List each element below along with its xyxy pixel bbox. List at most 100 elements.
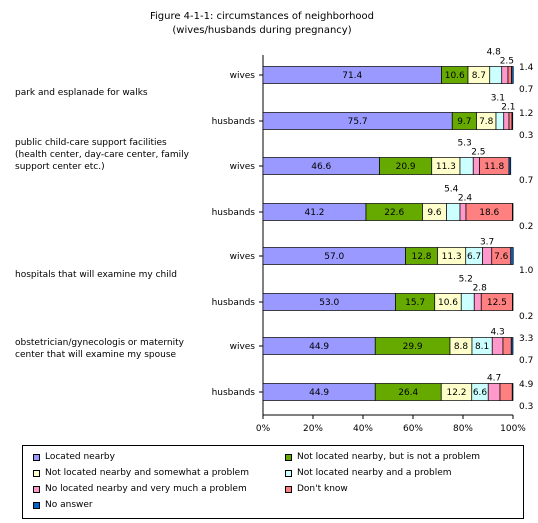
- data-label: 6.6: [473, 388, 488, 398]
- data-label: 2.1: [501, 103, 515, 113]
- data-label: 0.7: [519, 85, 533, 95]
- group-label: support center etc.): [15, 162, 105, 172]
- bar-segment: [489, 66, 503, 84]
- bar-label: husbands: [212, 388, 256, 398]
- data-label: 10.6: [438, 298, 458, 308]
- bar-segment: [512, 203, 514, 221]
- data-label: 53.0: [319, 298, 339, 308]
- data-label: 0.3: [519, 402, 533, 412]
- data-label: 2.5: [471, 148, 485, 158]
- bar-segment: [501, 66, 509, 84]
- data-label: 44.9: [309, 342, 329, 352]
- data-label: 8.7: [472, 71, 486, 81]
- data-label: 6.7: [467, 252, 481, 262]
- data-label: 20.9: [396, 162, 416, 172]
- data-label: 0.7: [519, 176, 533, 186]
- data-label: 4.3: [490, 328, 504, 338]
- legend-swatch: [33, 485, 40, 493]
- legend-item: No located nearby and very much a proble…: [33, 484, 247, 494]
- legend-label: No located nearby and very much a proble…: [45, 484, 247, 494]
- data-label: 7.8: [479, 117, 494, 127]
- legend-swatch: [285, 453, 292, 461]
- data-label: 5.2: [459, 275, 473, 285]
- bar-segment: [491, 337, 504, 355]
- data-label: 5.4: [444, 185, 459, 195]
- data-label: 12.5: [487, 298, 507, 308]
- legend-swatch: [285, 469, 292, 477]
- legend-swatch: [285, 485, 292, 493]
- plot-area: 0% 20% 40% 60% 80% 100% park and esplanade for…: [15, 48, 534, 435]
- legend-item: Don't know: [285, 484, 348, 494]
- data-label: 12.8: [411, 252, 431, 262]
- bar-label: wives: [230, 162, 256, 172]
- bar-segment: [482, 247, 493, 265]
- data-label: 4.9: [519, 380, 534, 390]
- bar-segment: [511, 112, 514, 130]
- bar-segment: [473, 293, 482, 311]
- legend-item: Not located nearby and somewhat a proble…: [33, 468, 249, 478]
- bar-segment: [511, 66, 514, 84]
- data-label: 3.1: [491, 94, 505, 104]
- data-label: 7.6: [494, 252, 509, 262]
- bar-segment: [446, 203, 461, 221]
- bar-label: wives: [230, 342, 256, 352]
- data-label: 11.3: [436, 162, 456, 172]
- legend-label: Located nearby: [45, 452, 115, 462]
- group-label: (health center, day-care center, family: [15, 150, 190, 160]
- data-label: 9.7: [457, 117, 471, 127]
- chart: Figure 4-1-1: circumstances of neighborh…: [15, 11, 534, 435]
- data-label: 12.2: [446, 388, 466, 398]
- bar-segment: [459, 157, 474, 175]
- group-label: center that will examine my spouse: [15, 350, 177, 360]
- legend: Located nearby Not located nearby, but is…: [22, 445, 524, 519]
- bar-segment: [511, 383, 514, 401]
- data-label: 71.4: [342, 71, 362, 81]
- x-tick-label: 40%: [353, 424, 373, 434]
- data-label: 57.0: [324, 252, 344, 262]
- data-label: 0.2: [519, 312, 533, 322]
- data-label: 15.7: [405, 298, 425, 308]
- x-tick-label: 60%: [403, 424, 423, 434]
- bar-segment: [508, 157, 512, 175]
- bar-segment: [472, 157, 480, 175]
- bar-label: husbands: [212, 117, 256, 127]
- data-label: 0.3: [519, 131, 533, 141]
- data-label: 26.4: [398, 388, 418, 398]
- legend-label: Not located nearby and somewhat a proble…: [45, 468, 249, 478]
- legend-item: Located nearby: [33, 452, 115, 462]
- legend-swatch: [33, 453, 40, 461]
- bar-label: wives: [230, 252, 256, 262]
- data-label: 3.3: [519, 334, 533, 344]
- data-label: 10.6: [445, 71, 465, 81]
- chart-title: Figure 4-1-1: circumstances of neighborh…: [150, 11, 374, 22]
- data-label: 22.6: [384, 208, 404, 218]
- data-label: 46.6: [311, 162, 331, 172]
- bar-segment: [508, 112, 513, 130]
- legend-item: No answer: [33, 500, 93, 510]
- chart-subtitle: (wives/husbands during pregnancy): [172, 25, 351, 36]
- group-label: public child-care support facilities: [15, 138, 167, 148]
- x-tick-label: 20%: [303, 424, 323, 434]
- data-label: 3.7: [480, 238, 494, 248]
- data-label: 0.2: [519, 222, 533, 232]
- bar-segment: [460, 293, 475, 311]
- legend-label: Not located nearby, but is not a problem: [297, 452, 481, 462]
- bar-label: husbands: [212, 208, 256, 218]
- bar-segment: [487, 383, 501, 401]
- legend-label: Don't know: [297, 484, 348, 494]
- x-tick-label: 100%: [500, 424, 526, 434]
- legend-label: No answer: [45, 500, 93, 510]
- x-tick-label: 80%: [453, 424, 473, 434]
- data-label: 2.8: [473, 284, 488, 294]
- bar-segment: [459, 203, 467, 221]
- legend-label: Not located nearby and a problem: [297, 468, 452, 478]
- bar-segment: [510, 337, 514, 355]
- legend-item: Not located nearby and a problem: [285, 468, 452, 478]
- data-label: 0.7: [519, 356, 533, 366]
- data-label: 2.4: [458, 194, 473, 204]
- data-label: 18.6: [479, 208, 499, 218]
- legend-swatch: [33, 501, 40, 509]
- group-label: hospitals that will examine my child: [15, 270, 177, 280]
- legend-swatch: [33, 469, 40, 477]
- bar-segment: [510, 247, 514, 265]
